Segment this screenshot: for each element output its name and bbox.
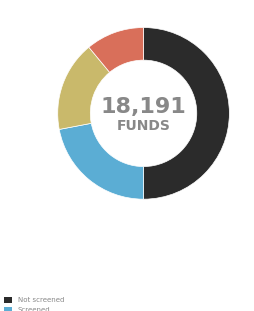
Wedge shape bbox=[88, 28, 143, 72]
Wedge shape bbox=[59, 123, 143, 199]
Text: 18,191: 18,191 bbox=[100, 97, 186, 117]
Wedge shape bbox=[143, 28, 229, 199]
Wedge shape bbox=[57, 47, 109, 129]
Text: FUNDS: FUNDS bbox=[116, 119, 170, 133]
Legend: Not screened, Screened, Partially screened, Other: Not screened, Screened, Partially screen… bbox=[1, 294, 82, 311]
